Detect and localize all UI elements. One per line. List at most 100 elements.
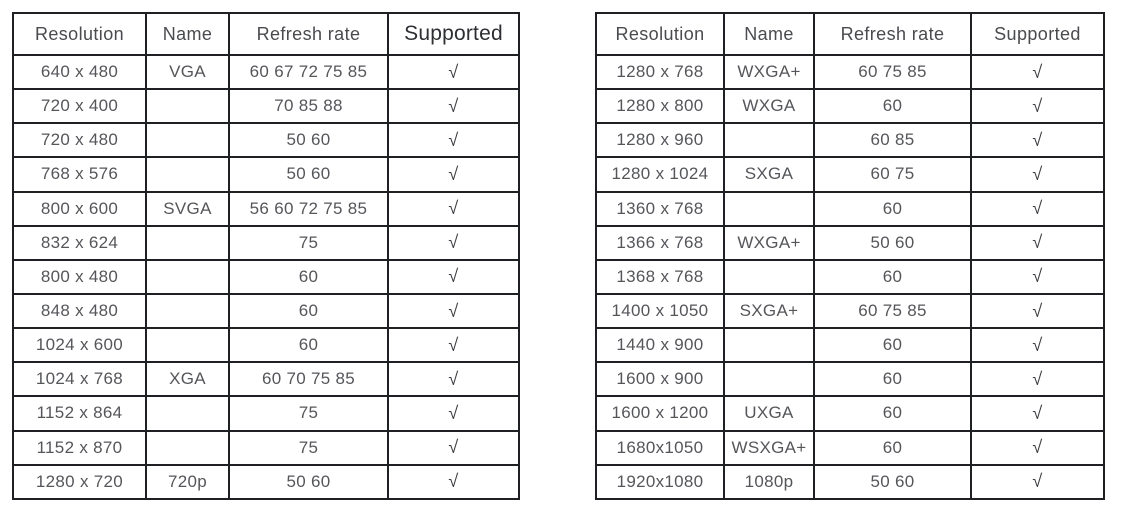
name-cell [723, 258, 815, 295]
header-refresh-rate: Refresh rate [813, 12, 972, 56]
resolution-cell: 1368 x 768 [595, 258, 725, 295]
refresh-rate-cell: 56 60 72 75 85 [228, 190, 389, 227]
name-cell [723, 190, 815, 227]
name-cell [145, 156, 230, 193]
supported-cell: √ [387, 224, 520, 261]
table-row: 1368 x 768 60 √ [595, 258, 1105, 295]
refresh-rate-cell: 50 60 [813, 224, 972, 261]
resolution-cell: 1280 x 960 [595, 122, 725, 159]
table-row: 1024 x 768 XGA 60 70 75 85 √ [12, 361, 520, 398]
refresh-rate-cell: 60 70 75 85 [228, 361, 389, 398]
name-cell [723, 122, 815, 159]
supported-cell: √ [387, 292, 520, 330]
name-cell [723, 361, 815, 398]
supported-cell: √ [970, 156, 1105, 193]
supported-cell: √ [387, 156, 520, 193]
refresh-rate-cell: 60 [813, 327, 972, 364]
table-body: 1280 x 768 WXGA+ 60 75 85 √ 1280 x 800 WXGA 60… [595, 53, 1105, 501]
table-body: 640 x 480 VGA 60 67 72 75 85 √ 720 x 400 70 8… [12, 53, 520, 501]
resolution-cell: 1280 x 768 [595, 53, 725, 91]
resolution-cell: 640 x 480 [12, 53, 147, 91]
supported-cell: √ [970, 53, 1105, 91]
table-header-row: Resolution Name Refresh rate Supported [595, 12, 1105, 56]
table-row: 768 x 576 50 60 √ [12, 156, 520, 193]
name-cell: WSXGA+ [723, 429, 815, 466]
name-cell: SXGA [723, 156, 815, 193]
table-row: 1280 x 800 WXGA 60 √ [595, 88, 1105, 125]
refresh-rate-cell: 60 [228, 327, 389, 364]
name-cell: 720p [145, 463, 230, 501]
supported-cell: √ [970, 463, 1105, 501]
refresh-rate-cell: 75 [228, 395, 389, 432]
header-supported: Supported [387, 12, 520, 56]
name-cell [723, 327, 815, 364]
name-cell: WXGA+ [723, 53, 815, 91]
supported-cell: √ [970, 190, 1105, 227]
refresh-rate-cell: 60 [228, 258, 389, 295]
resolution-cell: 768 x 576 [12, 156, 147, 193]
table-row: 1600 x 900 60 √ [595, 361, 1105, 398]
table-row: 1152 x 870 75 √ [12, 429, 520, 466]
supported-cell: √ [970, 429, 1105, 466]
refresh-rate-cell: 60 [813, 88, 972, 125]
refresh-rate-cell: 60 75 85 [813, 292, 972, 330]
refresh-rate-cell: 70 85 88 [228, 88, 389, 125]
name-cell [145, 224, 230, 261]
supported-cell: √ [387, 258, 520, 295]
supported-cell: √ [387, 53, 520, 91]
name-cell: WXGA+ [723, 224, 815, 261]
refresh-rate-cell: 50 60 [228, 463, 389, 501]
resolution-cell: 1024 x 768 [12, 361, 147, 398]
refresh-rate-cell: 50 60 [813, 463, 972, 501]
supported-cell: √ [387, 122, 520, 159]
name-cell [145, 122, 230, 159]
supported-cell: √ [970, 88, 1105, 125]
header-resolution: Resolution [595, 12, 725, 56]
resolution-cell: 832 x 624 [12, 224, 147, 261]
header-name: Name [145, 12, 230, 56]
supported-cell: √ [387, 361, 520, 398]
refresh-rate-cell: 50 60 [228, 122, 389, 159]
supported-cell: √ [970, 224, 1105, 261]
resolution-cell: 1600 x 900 [595, 361, 725, 398]
table-row: 1280 x 1024 SXGA 60 75 √ [595, 156, 1105, 193]
supported-cell: √ [970, 122, 1105, 159]
name-cell: 1080p [723, 463, 815, 501]
refresh-rate-cell: 60 [813, 258, 972, 295]
refresh-rate-cell: 60 [813, 395, 972, 432]
name-cell: WXGA [723, 88, 815, 125]
resolution-cell: 1152 x 870 [12, 429, 147, 466]
supported-cell: √ [970, 395, 1105, 432]
resolution-cell: 1440 x 900 [595, 327, 725, 364]
table-row: 1280 x 768 WXGA+ 60 75 85 √ [595, 53, 1105, 91]
table-row: 1440 x 900 60 √ [595, 327, 1105, 364]
name-cell: XGA [145, 361, 230, 398]
name-cell [145, 258, 230, 295]
resolution-cell: 1280 x 800 [595, 88, 725, 125]
resolution-table-standard: Resolution Name Refresh rate Supported 6… [12, 12, 520, 501]
table-row: 1280 x 720 720p 50 60 √ [12, 463, 520, 501]
name-cell: VGA [145, 53, 230, 91]
table-row: 720 x 400 70 85 88 √ [12, 88, 520, 125]
refresh-rate-cell: 75 [228, 429, 389, 466]
refresh-rate-cell: 60 75 85 [813, 53, 972, 91]
refresh-rate-cell: 60 [813, 361, 972, 398]
resolution-cell: 1400 x 1050 [595, 292, 725, 330]
name-cell [145, 327, 230, 364]
header-supported: Supported [970, 12, 1105, 56]
refresh-rate-cell: 60 75 [813, 156, 972, 193]
resolution-cell: 1920x1080 [595, 463, 725, 501]
table-row: 1600 x 1200 UXGA 60 √ [595, 395, 1105, 432]
resolution-cell: 1152 x 864 [12, 395, 147, 432]
table-row: 640 x 480 VGA 60 67 72 75 85 √ [12, 53, 520, 91]
name-cell: SVGA [145, 190, 230, 227]
table-row: 1366 x 768 WXGA+ 50 60 √ [595, 224, 1105, 261]
supported-cell: √ [970, 327, 1105, 364]
resolution-cell: 800 x 480 [12, 258, 147, 295]
resolution-cell: 720 x 400 [12, 88, 147, 125]
resolution-cell: 1360 x 768 [595, 190, 725, 227]
supported-cell: √ [387, 429, 520, 466]
supported-cell: √ [387, 88, 520, 125]
supported-cell: √ [387, 190, 520, 227]
table-row: 848 x 480 60 √ [12, 292, 520, 330]
